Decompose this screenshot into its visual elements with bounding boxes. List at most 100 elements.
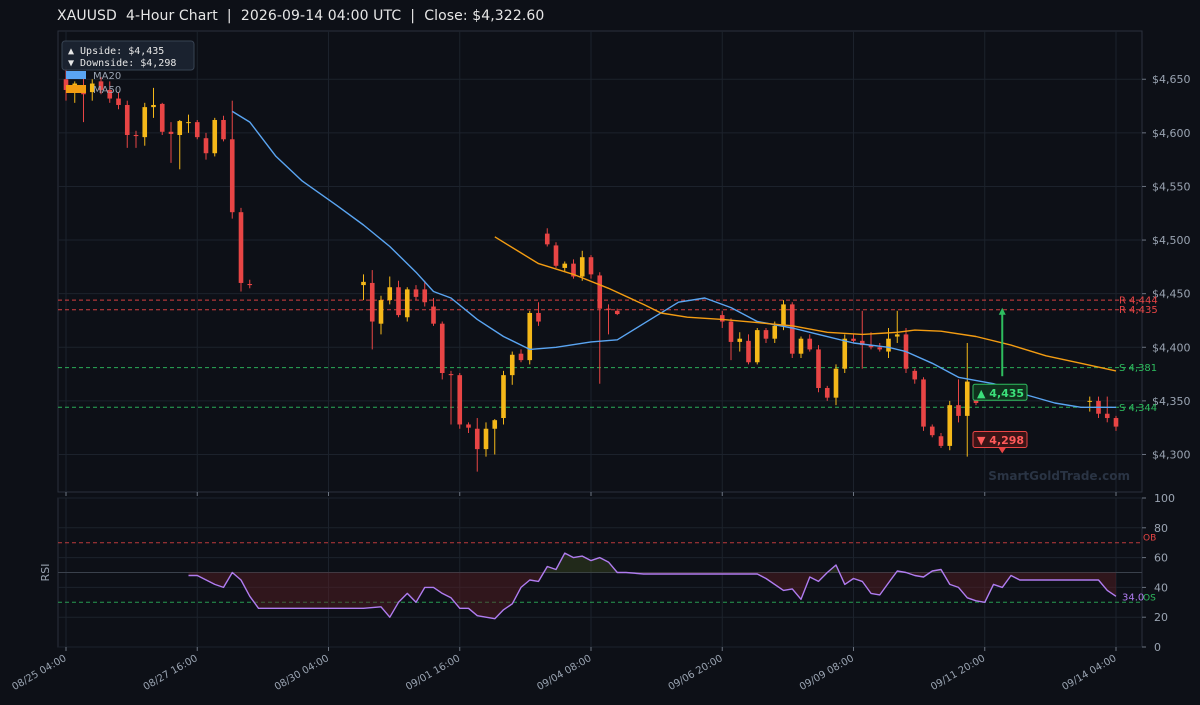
candle-bull — [387, 287, 393, 301]
candle-bear — [63, 79, 69, 90]
candle-bear — [98, 81, 104, 90]
candle-bear — [921, 379, 926, 427]
candle-bear — [912, 370, 918, 380]
watermark: SmartGoldTrade.com — [988, 469, 1130, 483]
downside-arrow-head — [998, 448, 1006, 454]
candle-bear — [221, 119, 226, 140]
candle-bull — [483, 428, 489, 450]
candle-bull — [964, 381, 970, 416]
candle-bear — [457, 375, 463, 425]
candle-bear — [956, 405, 961, 416]
ma20-line — [231, 110, 1116, 408]
candle-bear — [544, 233, 550, 245]
candle-bull — [781, 304, 786, 326]
rsi-tick-label: 80 — [1154, 522, 1168, 535]
candle-bull — [142, 107, 148, 138]
candle-bear — [728, 321, 734, 342]
candle-bull — [842, 338, 848, 369]
candle-bull — [501, 375, 506, 419]
candle-bear — [571, 263, 576, 277]
legend-item-label: MA20 — [93, 71, 121, 82]
downside-target-label: ▼ 4,298 — [977, 434, 1024, 447]
x-tick-label: 08/30 04:00 — [273, 653, 331, 693]
candle-bull — [562, 263, 568, 268]
candle-bear — [807, 338, 813, 350]
support-label: S 4,381 — [1119, 363, 1157, 374]
candle-bear — [133, 134, 139, 137]
candle-bear — [194, 122, 200, 138]
rsi-tick-label: 40 — [1154, 581, 1168, 594]
candle-bear — [159, 103, 165, 132]
candle-bear — [719, 315, 725, 322]
x-tick-label: 09/09 08:00 — [798, 653, 856, 693]
candle-bear — [474, 428, 480, 450]
candle-bear — [229, 139, 235, 213]
x-tick-label: 09/14 04:00 — [1060, 653, 1118, 693]
candle-bull — [894, 334, 900, 337]
candle-bull — [886, 338, 891, 352]
candle-bull — [772, 325, 778, 339]
rsi-tick-label: 20 — [1154, 611, 1168, 624]
candle-bear — [124, 104, 130, 135]
resistance-label: R 4,435 — [1119, 305, 1158, 316]
candle-bear — [238, 212, 244, 283]
candle-bear — [536, 312, 541, 322]
support-label: S 4,344 — [1119, 403, 1157, 414]
candle-bull — [361, 281, 366, 286]
candle-bear — [168, 131, 174, 134]
upside-arrow-head — [998, 307, 1006, 315]
candle-bear — [1113, 418, 1119, 427]
chart-title: XAUUSD 4-Hour Chart | 2026-09-14 04:00 U… — [57, 8, 545, 24]
candle-bull — [177, 121, 183, 135]
x-tick-label: 09/04 08:00 — [535, 653, 593, 693]
candle-bear — [763, 330, 769, 339]
rsi-last-value: 34.0 — [1122, 592, 1144, 603]
price-panel: $4,300 $4,350 $4,400 $4,450 $4,500 $4,550 $4,6… — [57, 30, 1191, 493]
candle-bear — [938, 436, 944, 446]
candle-bear — [816, 349, 821, 389]
candle-bear — [868, 345, 874, 348]
candle-bull — [509, 354, 515, 376]
downside-target-box — [972, 430, 1028, 448]
y-tick-label: $4,300 — [1152, 448, 1191, 461]
candle-bull — [737, 338, 743, 342]
y-tick-label: $4,600 — [1152, 127, 1191, 140]
rsi-tick-label: 0 — [1154, 641, 1161, 654]
rsi-tick-label: 100 — [1154, 492, 1175, 505]
candle-bear — [422, 289, 428, 303]
x-tick-label: 08/27 16:00 — [142, 653, 200, 693]
legend-swatch — [66, 71, 86, 79]
y-tick-label: $4,550 — [1152, 180, 1191, 193]
x-tick-label: 09/06 20:00 — [667, 653, 725, 693]
upside-target-box — [972, 383, 1028, 401]
candle-bear — [369, 282, 375, 322]
candle-bull — [492, 420, 498, 429]
candle-bull — [1087, 400, 1093, 402]
rsi-oversold-label: OS — [1143, 593, 1156, 603]
candle-bear — [588, 257, 594, 275]
legend-target-line: ▲ Upside: $4,435 — [68, 46, 164, 57]
candle-bear — [448, 374, 454, 376]
candle-bull — [378, 300, 384, 324]
candle-bear — [439, 323, 445, 373]
candle-bear — [431, 306, 436, 324]
candle-bear — [116, 98, 121, 105]
price-plot-area — [57, 30, 1143, 493]
candle-bear — [606, 308, 611, 310]
candle-bear — [859, 340, 865, 346]
y-tick-label: $4,350 — [1152, 395, 1191, 408]
y-tick-label: $4,400 — [1152, 341, 1191, 354]
y-tick-label: $4,650 — [1152, 73, 1191, 86]
rsi-line — [188, 552, 1117, 620]
candle-bear — [203, 138, 209, 154]
candle-bull — [212, 119, 218, 154]
rsi-tick-label: 60 — [1154, 552, 1168, 565]
candle-bear — [614, 310, 620, 315]
rsi-overbought-label: OB — [1143, 534, 1156, 544]
y-tick-label: $4,450 — [1152, 288, 1191, 301]
rsi-axis-label: RSI — [39, 564, 52, 582]
candle-bear — [824, 388, 830, 398]
legend-swatch — [66, 85, 86, 93]
